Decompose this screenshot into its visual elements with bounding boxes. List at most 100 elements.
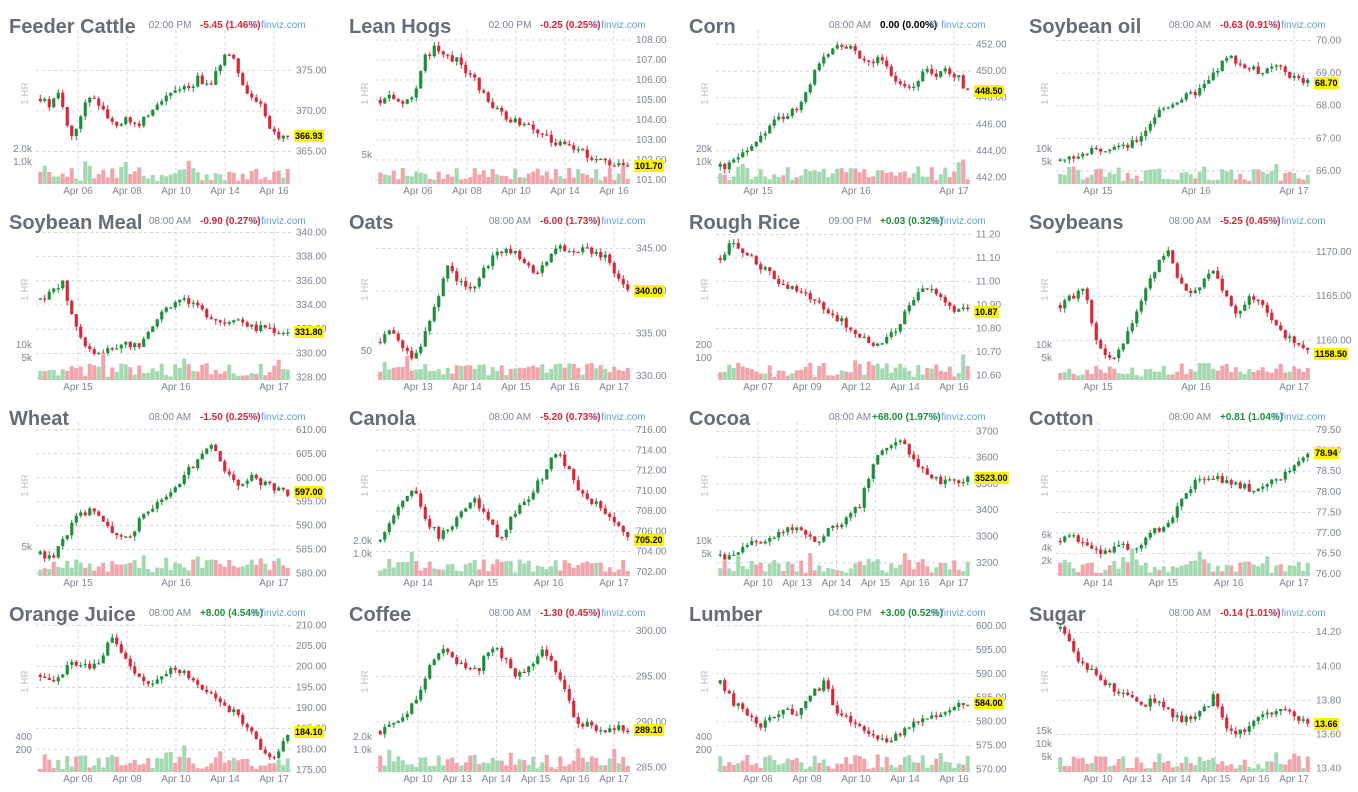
candle-body (1274, 65, 1278, 67)
candle-body (1252, 720, 1256, 727)
candle-body (459, 662, 463, 664)
volume-bar (1256, 169, 1261, 184)
finviz-credit-link[interactable]: © finviz.com (251, 608, 306, 619)
candle-body (880, 450, 884, 456)
candle-body (599, 501, 603, 509)
chart-panel[interactable]: 610.00 605.00 600.00 595.00 590.00 585.00 580.… (0, 392, 340, 588)
candle-body (723, 163, 727, 170)
candle-body (455, 657, 459, 664)
y-tick-label: 345.00 (636, 244, 667, 255)
candle-body (205, 309, 209, 318)
volume-bar (938, 370, 943, 380)
candle-body (1238, 63, 1242, 65)
volume-bar (150, 768, 155, 772)
candle-body (1265, 484, 1269, 487)
finviz-credit-link[interactable]: © finviz.com (251, 412, 306, 423)
chart-panel[interactable]: 716.00 714.00 712.00 710.00 708.00 706.00 704.… (340, 392, 680, 588)
candle-body (191, 678, 195, 681)
chart-panel[interactable]: 210.00205.00200.00195.00190.00185.00180.… (0, 588, 340, 784)
candle-body (1256, 66, 1260, 74)
finviz-credit-link[interactable]: © finviz.com (1271, 20, 1326, 31)
volume-bar (1094, 756, 1099, 772)
volume-bar (396, 562, 401, 576)
finviz-credit-link[interactable]: © finviz.com (251, 20, 306, 31)
candle-body (1220, 60, 1224, 71)
volume-bar (727, 762, 732, 772)
candle-body (934, 288, 938, 295)
volume-bar (947, 366, 952, 380)
finviz-credit-link[interactable]: © finviz.com (591, 20, 646, 31)
chart-panel[interactable]: 79.5079.0078.5078.0077.5077.0076.5076.00… (1020, 392, 1358, 588)
volume-bar (943, 371, 948, 380)
candle-body (1234, 482, 1238, 485)
candle-body (1058, 305, 1062, 309)
volume-bar (553, 560, 558, 576)
chart-panel[interactable]: 375.00 370.00 365.00 Apr 06 Apr 08 Apr 10 Apr … (0, 0, 340, 196)
volume-bar (526, 560, 531, 576)
volume-bar (267, 569, 272, 576)
candle-body (612, 165, 616, 167)
volume-bar (83, 755, 88, 772)
chart-panel[interactable]: 1170.00 1165.00 1160.00 Apr 15 Apr 16 Apr 17 1… (1020, 196, 1358, 392)
candle-body (1288, 336, 1292, 339)
chart-panel[interactable]: 14.20 14.00 13.80 13.60 13.40 Apr 10 Apr 13 Apr… (1020, 588, 1358, 784)
finviz-credit-link[interactable]: © finviz.com (931, 20, 986, 31)
volume-bar (400, 562, 405, 576)
volume-bar (47, 171, 52, 184)
chart-panel[interactable]: 452.00 450.00 448.00 446.00 444.00 442.00 Apr … (680, 0, 1020, 196)
chart-panel[interactable]: 300.00 295.00 290.00 285.00 Apr 10 Apr 13 Apr … (340, 588, 680, 784)
volume-bar (821, 571, 826, 576)
candle-body (603, 730, 607, 733)
candle-body (1247, 68, 1251, 70)
chart-panel[interactable]: 70.00 69.00 68.00 67.00 66.00 Apr 15 Apr 16 Apr… (1020, 0, 1358, 196)
volume-bar (141, 373, 146, 380)
volume-bar (893, 367, 898, 380)
finviz-credit-link[interactable]: © finviz.com (591, 608, 646, 619)
candle-body (750, 541, 754, 546)
candle-body (849, 715, 853, 723)
volume-bar (65, 176, 70, 184)
candle-body (1288, 709, 1292, 712)
finviz-credit-link[interactable]: © finviz.com (591, 216, 646, 227)
finviz-credit-link[interactable]: © finviz.com (931, 608, 986, 619)
volume-bar (1170, 374, 1175, 380)
finviz-credit-link[interactable]: © finviz.com (931, 216, 986, 227)
volume-bar (857, 756, 862, 772)
candle-body (164, 307, 168, 312)
volume-bar (1067, 766, 1072, 772)
volume-tick-label: 200 (695, 745, 712, 756)
volume-bar (853, 360, 858, 380)
last-price-badge: 1158.50 (1314, 347, 1349, 360)
volume-bar (51, 176, 56, 184)
finviz-credit-link[interactable]: © finviz.com (251, 216, 306, 227)
chart-panel[interactable]: 3700 3600 3500 3400 3300 3200 Apr 10 Apr 13 Apr … (680, 392, 1020, 588)
finviz-credit-link[interactable]: © finviz.com (1271, 216, 1326, 227)
candle-body (594, 501, 598, 504)
candle-body (272, 327, 276, 333)
volume-bar (1103, 756, 1108, 772)
candle-body (894, 75, 898, 82)
finviz-credit-link[interactable]: © finviz.com (591, 412, 646, 423)
y-tick-label: 175.00 (296, 765, 327, 776)
candle-body (245, 85, 249, 94)
candle-body (473, 286, 477, 289)
finviz-credit-link[interactable]: © finviz.com (931, 412, 986, 423)
volume-bar (1224, 363, 1229, 380)
finviz-credit-link[interactable]: © finviz.com (1271, 608, 1326, 619)
chart-panel[interactable]: 108.00107.00106.00105.00104.00103.00102.… (340, 0, 680, 196)
chart-panel[interactable]: 340.00338.00336.00334.00332.00330.00328.… (0, 196, 340, 392)
candle-body (1256, 488, 1260, 491)
timeframe-label: 1 HR (360, 474, 371, 497)
x-tick-label: Apr 10 (743, 578, 773, 588)
volume-bar (576, 748, 581, 772)
candle-body (214, 71, 218, 85)
volume-bar (1215, 370, 1220, 380)
x-tick-label: Apr 10 (841, 774, 871, 784)
finviz-credit-link[interactable]: © finviz.com (1271, 412, 1326, 423)
chart-panel[interactable]: 600.00595.00590.00585.00580.00575.00570.… (680, 588, 1020, 784)
candle-body (1130, 695, 1134, 698)
volume-bar (1098, 168, 1103, 184)
volume-bar (1220, 365, 1225, 380)
